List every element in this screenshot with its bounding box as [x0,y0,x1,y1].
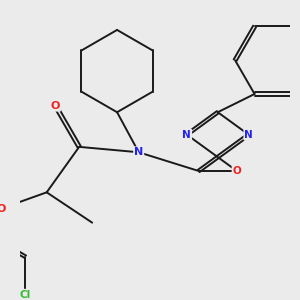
Text: O: O [0,204,6,214]
Text: O: O [51,101,60,111]
Text: Cl: Cl [20,290,31,300]
Text: N: N [134,147,143,157]
Text: N: N [244,130,253,140]
Text: N: N [182,130,191,140]
Text: O: O [232,166,241,176]
